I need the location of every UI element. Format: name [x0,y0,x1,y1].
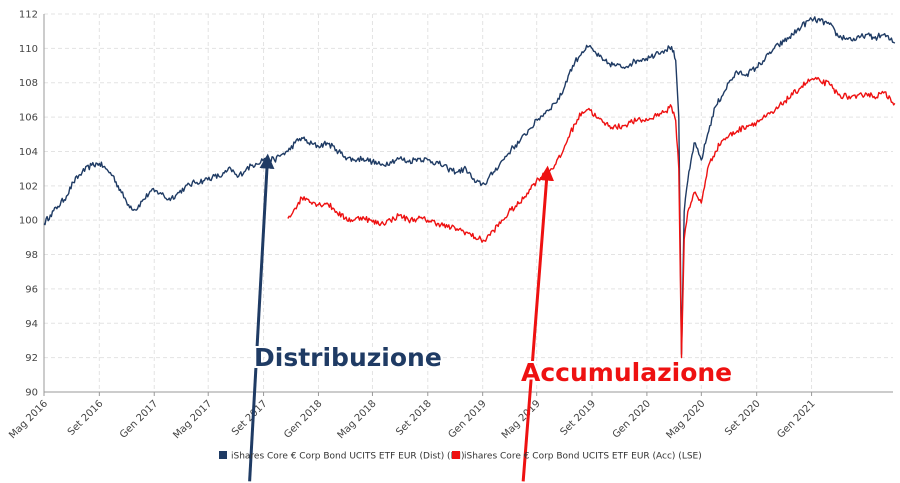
x-tick-label: Set 2019 [558,398,598,438]
grid [43,13,893,392]
y-tick-label: 106 [19,113,38,124]
y-tick-label: 98 [25,250,38,261]
x-tick-label: Mag 2018 [336,398,379,441]
annotation-arrow [521,165,555,482]
series-lines [43,16,896,359]
x-tick-label: Gen 2018 [282,398,324,440]
annotation-label: Distribuzione [254,343,442,372]
x-tick-label: Gen 2017 [118,398,160,440]
series-line-1 [287,76,896,359]
x-tick-label: Gen 2020 [611,398,653,440]
x-tick-label: Gen 2021 [775,398,817,440]
y-tick-label: 102 [19,181,38,192]
legend: iShares Core € Corp Bond UCITS ETF EUR (… [219,451,702,462]
x-tick-label: Mag 2019 [500,398,543,441]
legend-label: iShares Core € Corp Bond UCITS ETF EUR (… [464,452,702,462]
annotations: Distribuzione Accumulazione [248,153,734,482]
y-tick-label: 92 [25,353,38,364]
annotation-arrow [248,153,275,482]
x-tick-label: Set 2020 [723,398,763,438]
legend-label: iShares Core € Corp Bond UCITS ETF EUR (… [231,452,465,462]
series-line-0 [43,16,896,355]
x-tick-label: Set 2016 [66,398,106,438]
y-tick-label: 94 [25,319,38,330]
axes: 90 92 94 96 98 100 102 104 106 108 110 112 Mag 2016 S… [7,10,893,441]
y-tick-label: 108 [19,78,38,89]
y-tick-label: 96 [25,284,38,295]
y-tick-label: 104 [19,147,38,158]
x-tick-label: Mag 2017 [171,398,214,441]
y-tick-label: 90 [25,388,38,399]
legend-swatch [452,451,460,459]
annotation-label: Accumulazione [521,358,732,387]
legend-swatch [219,451,227,459]
x-tick-label: Set 2017 [230,398,270,438]
x-tick-label: Set 2018 [394,398,434,438]
x-tick-label: Mag 2016 [7,398,50,441]
x-tick-label: Gen 2019 [446,398,488,440]
y-tick-label: 100 [19,216,38,227]
y-tick-label: 112 [19,10,38,21]
x-tick-label: Mag 2020 [665,398,708,441]
y-tick-label: 110 [19,44,38,55]
